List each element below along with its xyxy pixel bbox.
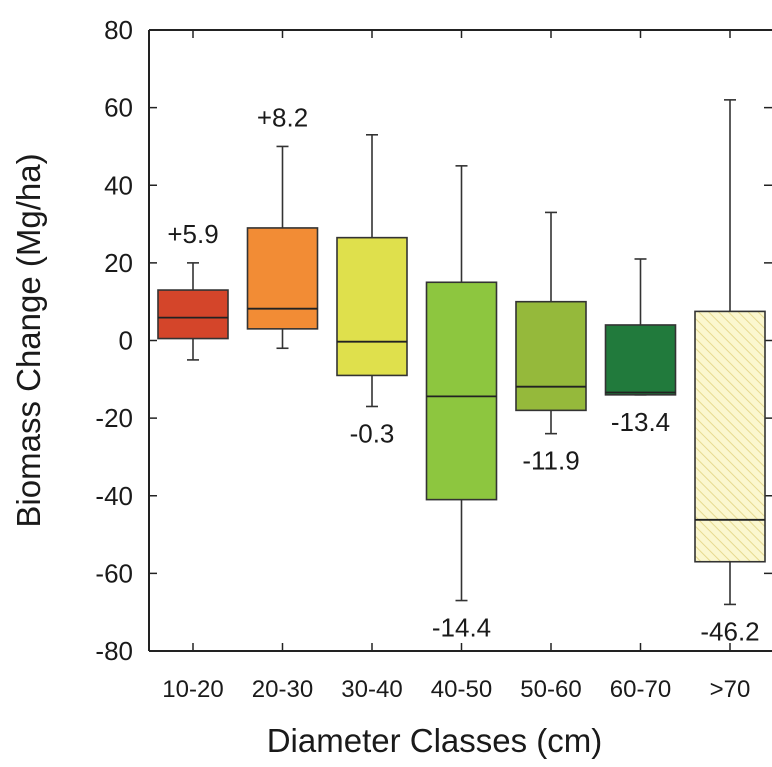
box-20-30: +8.2 bbox=[246, 102, 319, 350]
x-tick-label: 50-60 bbox=[520, 676, 581, 703]
x-tick-label: 20-30 bbox=[252, 676, 313, 703]
x-axis-title: Diameter Classes (cm) bbox=[267, 722, 603, 759]
box-40-50: -14.4 bbox=[425, 165, 498, 643]
y-tick-label: 40 bbox=[104, 170, 133, 200]
x-tick-label: 10-20 bbox=[162, 676, 223, 703]
box-body bbox=[694, 310, 766, 563]
box-30-40: -0.3 bbox=[336, 133, 408, 448]
y-tick-label: -40 bbox=[95, 481, 133, 511]
median-label: -13.4 bbox=[611, 407, 670, 437]
x-tick-label: 30-40 bbox=[341, 676, 402, 703]
box-50-60: -11.9 bbox=[515, 211, 587, 476]
median-label: -11.9 bbox=[522, 446, 579, 476]
x-tick-label: >70 bbox=[710, 676, 751, 703]
box-body bbox=[604, 324, 677, 396]
median-label: -0.3 bbox=[350, 418, 395, 448]
y-tick-label: 0 bbox=[119, 326, 133, 356]
median-label: +5.9 bbox=[167, 219, 218, 249]
y-axis: 80 60 40 20 0 -20 -40 -60 -80 bbox=[95, 15, 772, 666]
y-tick-label: -80 bbox=[95, 636, 133, 666]
box-body bbox=[515, 300, 587, 412]
median-label: +8.2 bbox=[257, 102, 308, 132]
box-60-70: -13.4 bbox=[604, 258, 677, 437]
y-tick-label: 20 bbox=[104, 248, 133, 278]
x-tick-label: 40-50 bbox=[431, 676, 492, 703]
box->70: -46.2 bbox=[694, 99, 766, 646]
box-body bbox=[157, 289, 229, 340]
median-label: -14.4 bbox=[432, 613, 491, 643]
y-tick-label: -20 bbox=[95, 403, 133, 433]
box-body bbox=[246, 227, 319, 330]
y-axis-title: Biomass Change (Mg/ha) bbox=[10, 153, 47, 527]
box-body bbox=[425, 281, 498, 501]
median-label: -46.2 bbox=[700, 616, 759, 646]
y-tick-label: 80 bbox=[104, 15, 133, 45]
y-tick-label: -60 bbox=[95, 558, 133, 588]
x-tick-label: 60-70 bbox=[610, 676, 671, 703]
box-body bbox=[336, 236, 408, 377]
box-series: +5.9 +8.2 -0.3 -14.4 -11.9 -13.4 -46.2 bbox=[157, 99, 766, 646]
y-tick-label: 60 bbox=[104, 93, 133, 123]
box-10-20: +5.9 bbox=[157, 219, 229, 361]
x-axis: 10-20 20-30 30-40 40-50 50-60 60-70 >70 bbox=[162, 30, 750, 703]
